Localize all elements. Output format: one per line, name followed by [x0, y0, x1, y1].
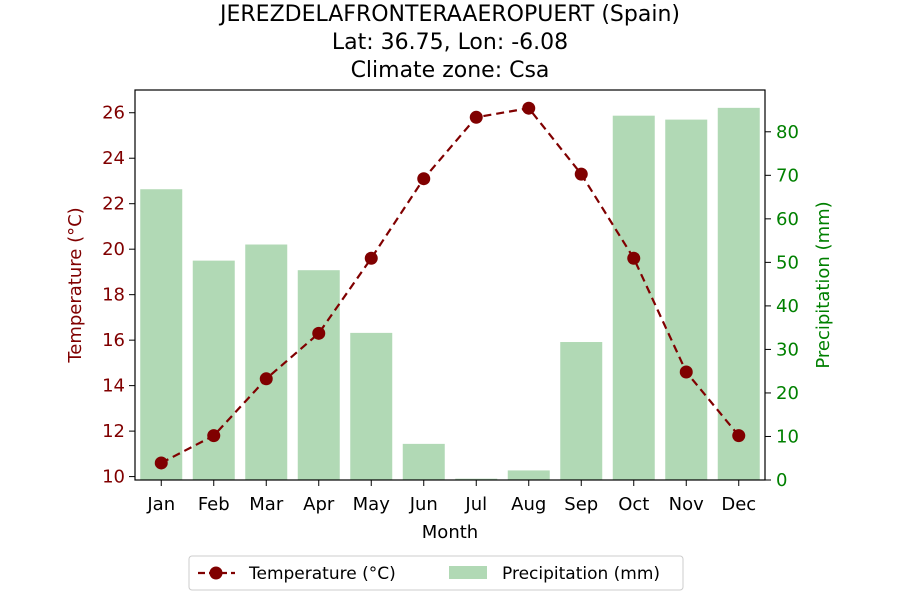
- precipitation-bar-sep: [560, 342, 603, 480]
- temperature-point-mar: [259, 372, 273, 386]
- chart-title: JEREZDELAFRONTERAAEROPUERT (Spain) Lat: …: [218, 2, 680, 83]
- month-tick-label-dec: Dec: [721, 494, 756, 515]
- precipitation-bar-jul: [455, 478, 498, 480]
- precipitation-bar-aug: [507, 470, 550, 480]
- x-axis-label: Month: [422, 522, 478, 543]
- month-tick-label-feb: Feb: [198, 494, 230, 515]
- temperature-tick-label: 14: [102, 376, 125, 397]
- temperature-tick-label: 16: [102, 330, 125, 351]
- temperature-tick-label: 24: [102, 148, 125, 169]
- chart-title-station: JEREZDELAFRONTERAAEROPUERT (Spain): [218, 2, 680, 27]
- legend-precipitation-label: Precipitation (mm): [502, 564, 660, 584]
- temperature-point-apr: [312, 326, 326, 340]
- precipitation-tick-label: 10: [776, 426, 799, 447]
- plot-area-frame: [134, 89, 766, 481]
- month-tick-label-mar: Mar: [249, 494, 284, 515]
- month-tick-label-jan: Jan: [146, 494, 175, 515]
- month-tick-label-sep: Sep: [564, 494, 598, 515]
- temperature-point-may: [364, 251, 378, 265]
- precipitation-tick-label: 20: [776, 383, 799, 404]
- temperature-point-jun: [417, 172, 431, 186]
- precipitation-tick-label: 40: [776, 296, 799, 317]
- temperature-axis: 10 12 14 16 18 20 22 24 26: [102, 103, 135, 488]
- legend-temperature-marker: [209, 566, 223, 580]
- temperature-tick-label: 22: [102, 194, 125, 215]
- precipitation-bar-apr: [297, 270, 340, 480]
- precipitation-bar-feb: [192, 260, 235, 480]
- temperature-point-nov: [679, 365, 693, 379]
- month-tick-label-jul: Jul: [464, 494, 487, 515]
- precipitation-tick-label: 80: [776, 122, 799, 143]
- precipitation-bars: [140, 107, 760, 481]
- precipitation-tick-label: 30: [776, 339, 799, 360]
- precipitation-bar-dec: [717, 107, 760, 481]
- legend-box: [188, 555, 684, 591]
- precipitation-axis-label: Precipitation (mm): [813, 201, 834, 368]
- month-tick-label-oct: Oct: [618, 494, 649, 515]
- legend: Temperature (°C) Precipitation (mm): [188, 555, 684, 591]
- temperature-axis-label: Temperature (°C): [65, 207, 86, 363]
- temperature-point-jan: [154, 456, 168, 470]
- month-tick-label-may: May: [353, 494, 391, 515]
- month-tick-label-jun: Jun: [409, 494, 438, 515]
- precipitation-bar-may: [350, 332, 393, 480]
- precipitation-tick-label: 50: [776, 252, 799, 273]
- temperature-point-feb: [207, 429, 221, 443]
- temperature-tick-label: 18: [102, 285, 125, 306]
- precipitation-tick-label: 60: [776, 209, 799, 230]
- precipitation-bar-jan: [140, 189, 183, 480]
- temperature-series: [154, 101, 746, 470]
- precipitation-tick-label: 0: [776, 470, 787, 491]
- temperature-point-oct: [627, 251, 641, 265]
- precipitation-bar-nov: [665, 119, 708, 481]
- temperature-point-sep: [574, 167, 588, 181]
- month-tick-label-aug: Aug: [511, 494, 546, 515]
- chart-title-climate-zone: Climate zone: Csa: [351, 58, 550, 83]
- month-axis: Jan Feb Mar Apr May Jun Jul Aug Sep Oct Nov Dec: [146, 480, 756, 515]
- temperature-tick-label: 26: [102, 103, 125, 124]
- month-tick-label-nov: Nov: [669, 494, 704, 515]
- temperature-point-jul: [469, 110, 483, 124]
- chart-title-coordinates: Lat: 36.75, Lon: -6.08: [332, 30, 568, 55]
- precipitation-tick-label: 70: [776, 165, 799, 186]
- precipitation-bar-jun: [402, 443, 445, 480]
- precipitation-axis: 0 10 20 30 40 50 60 70 80: [765, 122, 799, 491]
- temperature-tick-label: 10: [102, 467, 125, 488]
- month-tick-label-apr: Apr: [303, 494, 335, 515]
- legend-precipitation-swatch: [449, 566, 487, 579]
- temperature-point-aug: [522, 101, 536, 115]
- precipitation-bar-mar: [245, 244, 288, 480]
- precipitation-bar-oct: [612, 115, 655, 481]
- temperature-point-dec: [732, 429, 746, 443]
- temperature-line: [160, 106, 740, 464]
- legend-temperature-label: Temperature (°C): [248, 564, 396, 584]
- temperature-tick-label: 20: [102, 239, 125, 260]
- temperature-tick-label: 12: [102, 421, 125, 442]
